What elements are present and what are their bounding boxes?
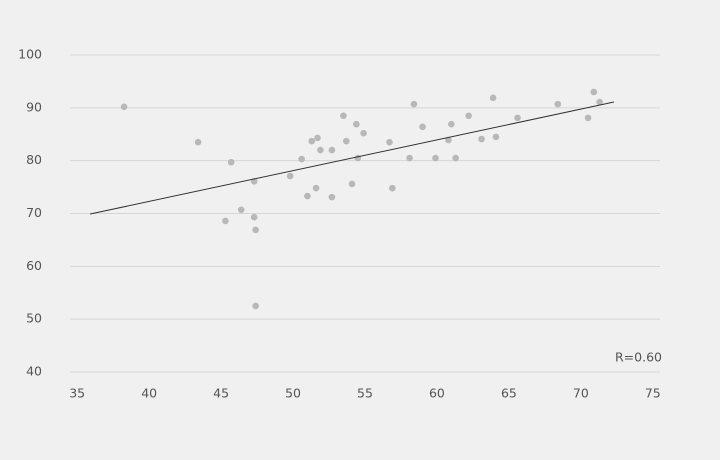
point xyxy=(596,98,603,106)
point xyxy=(478,135,485,143)
point xyxy=(584,114,592,122)
point xyxy=(340,112,347,120)
point xyxy=(304,192,311,200)
point xyxy=(222,217,229,225)
trend-line xyxy=(90,101,615,215)
point xyxy=(419,123,426,131)
point xyxy=(354,154,362,162)
x-tick-label: 70 xyxy=(573,386,589,401)
x-tick-label: 40 xyxy=(141,386,157,401)
point xyxy=(389,184,396,192)
point xyxy=(348,180,356,188)
point xyxy=(342,137,350,145)
point xyxy=(317,146,324,154)
point xyxy=(410,100,418,108)
point xyxy=(312,184,320,192)
point xyxy=(286,172,294,180)
point xyxy=(328,193,336,201)
point xyxy=(360,129,367,137)
point xyxy=(554,100,562,108)
point xyxy=(252,302,259,310)
y-tick-label: 70 xyxy=(26,205,42,220)
point xyxy=(590,88,598,96)
point xyxy=(448,120,455,128)
y-tick-label: 50 xyxy=(26,311,42,326)
point xyxy=(386,138,393,146)
point xyxy=(314,134,321,142)
x-tick-label: 60 xyxy=(429,386,445,401)
annotation: R=0.60 xyxy=(615,350,662,365)
x-tick-label: 75 xyxy=(645,386,661,401)
point xyxy=(120,103,128,111)
point xyxy=(514,114,521,122)
point xyxy=(445,136,452,144)
point xyxy=(237,206,245,214)
x-tick-label: 35 xyxy=(69,386,85,401)
point xyxy=(452,154,459,162)
y-tick-label: 40 xyxy=(26,364,42,379)
point xyxy=(227,158,235,166)
point xyxy=(492,133,500,141)
point xyxy=(308,137,316,145)
point xyxy=(353,120,360,128)
point xyxy=(432,154,439,162)
y-tick-label: 100 xyxy=(18,47,42,62)
point xyxy=(252,226,259,234)
x-tick-label: 55 xyxy=(357,386,373,401)
y-tick-label: 60 xyxy=(26,258,42,273)
point xyxy=(250,213,258,221)
point xyxy=(328,146,336,154)
x-tick-label: 65 xyxy=(501,386,517,401)
y-tick-label: 80 xyxy=(26,152,42,167)
x-tick-label: 45 xyxy=(213,386,229,401)
point xyxy=(489,94,497,102)
y-tick-label: 90 xyxy=(26,99,42,114)
point xyxy=(194,138,202,146)
point xyxy=(406,154,413,162)
x-tick-label: 50 xyxy=(285,386,301,401)
point xyxy=(298,155,305,163)
point xyxy=(465,112,472,120)
